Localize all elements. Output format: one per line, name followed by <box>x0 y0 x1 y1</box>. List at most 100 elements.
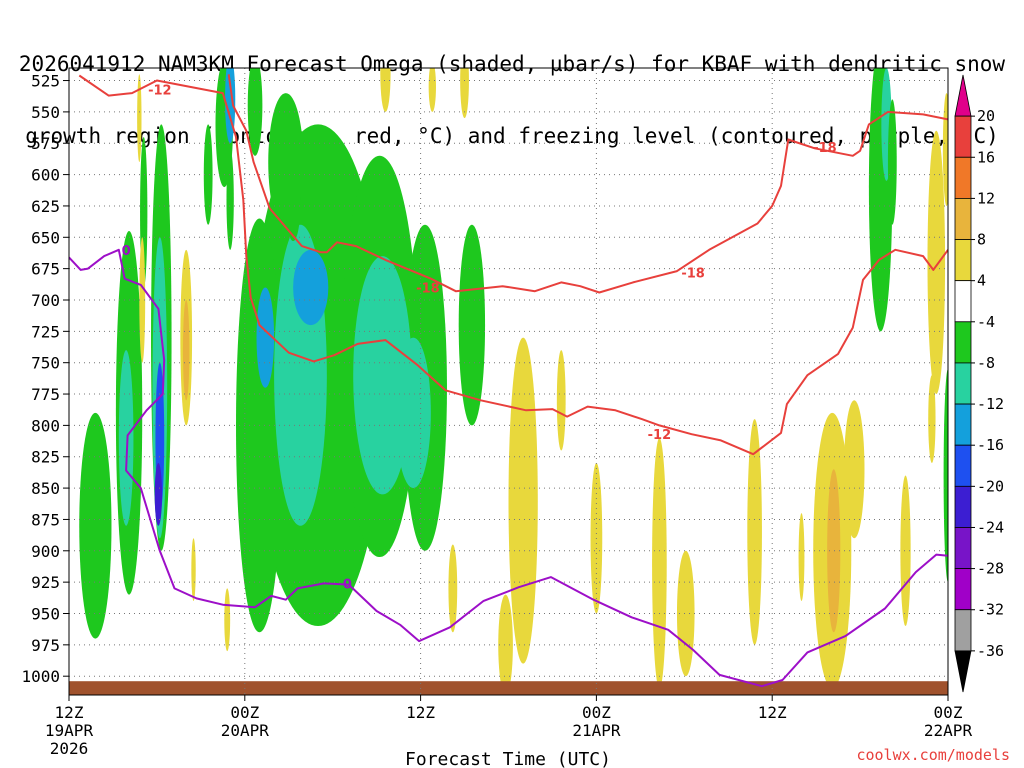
colorbar-label: 16 <box>977 148 995 166</box>
colorbar-swatch <box>954 280 972 323</box>
contour-label: -12 <box>648 428 672 443</box>
omega-region <box>798 513 805 601</box>
x-tick-label: 12Z <box>758 703 787 722</box>
y-tick-label: 625 <box>31 197 60 216</box>
contour-line <box>78 74 948 456</box>
y-tick-label: 950 <box>31 604 60 623</box>
omega-region <box>887 99 897 225</box>
colorbar-label: -28 <box>977 560 1004 578</box>
omega-region <box>448 544 458 633</box>
omega-region <box>827 469 841 633</box>
x-tick-date: 21APR <box>572 721 621 740</box>
y-tick-label: 650 <box>31 228 60 247</box>
y-tick-label: 725 <box>31 322 60 341</box>
contour-label: -18 <box>813 141 837 156</box>
contour-label: -12 <box>148 83 172 98</box>
colorbar-label: -12 <box>977 395 1004 413</box>
y-tick-label: 975 <box>31 636 60 655</box>
omega-region <box>226 149 234 250</box>
omega-region <box>676 550 695 677</box>
omega-region <box>285 165 301 242</box>
omega-region <box>191 538 196 601</box>
y-tick-label: 825 <box>31 448 60 467</box>
colorbar-swatch <box>954 115 972 158</box>
y-tick-label: 850 <box>31 479 60 498</box>
colorbar-swatch <box>954 156 972 199</box>
contour-label: -18 <box>681 266 705 281</box>
omega-region <box>293 249 329 326</box>
colorbar-arrow-bottom <box>954 650 972 693</box>
colorbar-label: -36 <box>977 642 1004 660</box>
omega-region <box>460 68 469 119</box>
y-tick-label: 600 <box>31 166 60 185</box>
credit-text: coolwx.com/models <box>856 746 1010 764</box>
omega-shading-layer <box>79 68 948 695</box>
x-tick-date: 22APR <box>924 721 973 740</box>
y-tick-label: 525 <box>31 72 60 91</box>
colorbar-label: -32 <box>977 601 1004 619</box>
omega-region <box>137 74 142 163</box>
plot-frame <box>68 67 949 696</box>
contour-label: 0 <box>343 577 352 592</box>
y-tick-label: 925 <box>31 573 60 592</box>
omega-region <box>498 594 513 695</box>
omega-region <box>224 588 231 652</box>
colorbar-swatch <box>954 403 972 446</box>
x-tick-label: 12Z <box>55 703 84 722</box>
y-tick-label: 775 <box>31 385 60 404</box>
omega-region <box>139 237 146 363</box>
omega-region <box>182 299 190 401</box>
y-axis: 525 550 575 600 625 650 675 700 725 750 775 800 825 8… <box>21 72 69 686</box>
omega-region <box>118 350 134 526</box>
colorbar-arrow-top <box>954 74 972 117</box>
y-tick-label: 750 <box>31 354 60 373</box>
omega-region <box>652 437 667 689</box>
omega-region <box>247 68 263 156</box>
omega-region <box>927 130 946 395</box>
colorbar-swatch <box>954 444 972 487</box>
colorbar-label: 4 <box>977 272 986 290</box>
omega-region <box>556 350 566 451</box>
y-tick-label: 675 <box>31 260 60 279</box>
omega-region <box>154 463 163 526</box>
y-tick-label: 875 <box>31 510 60 529</box>
x-tick-label: 00Z <box>582 703 611 722</box>
y-tick-label: 700 <box>31 291 60 310</box>
omega-region <box>428 68 436 112</box>
colorbar-swatch <box>954 197 972 240</box>
colorbar-swatch <box>954 527 972 570</box>
colorbar-label: -16 <box>977 436 1004 454</box>
x-tick-date: 19APR <box>45 721 94 740</box>
y-tick-label: 575 <box>31 134 60 153</box>
y-tick-label: 550 <box>31 103 60 122</box>
omega-region <box>395 337 431 489</box>
omega-region <box>380 68 391 112</box>
colorbar-swatch <box>954 568 972 611</box>
colorbar-swatch <box>954 239 972 282</box>
colorbar-label: -4 <box>977 313 995 331</box>
y-tick-label: 900 <box>31 542 60 561</box>
colorbar-label: -8 <box>977 354 995 372</box>
x-tick-year: 2026 <box>50 739 89 758</box>
ground-layer <box>69 681 948 695</box>
colorbar-label: -20 <box>977 477 1004 495</box>
y-tick-label: 800 <box>31 416 60 435</box>
colorbar-label: 8 <box>977 231 986 249</box>
colorbar-label: -24 <box>977 518 1004 536</box>
colorbar-swatch <box>954 362 972 405</box>
ground-surface <box>69 681 948 695</box>
colorbar-swatch <box>954 321 972 364</box>
contour-label: 0 <box>122 244 131 259</box>
colorbar-swatch <box>954 485 972 528</box>
omega-region <box>747 419 762 645</box>
colorbar: 20 16 12 8 4 -4 -8 -12 -16 -20 -24 -28 -32 -36 <box>954 74 1004 693</box>
plot-border <box>68 67 949 696</box>
contour-line <box>227 74 948 294</box>
x-tick-date: 20APR <box>221 721 270 740</box>
omega-region <box>928 375 936 464</box>
contour-line <box>69 248 948 688</box>
colorbar-label: 20 <box>977 107 995 125</box>
omega-region <box>942 93 948 206</box>
